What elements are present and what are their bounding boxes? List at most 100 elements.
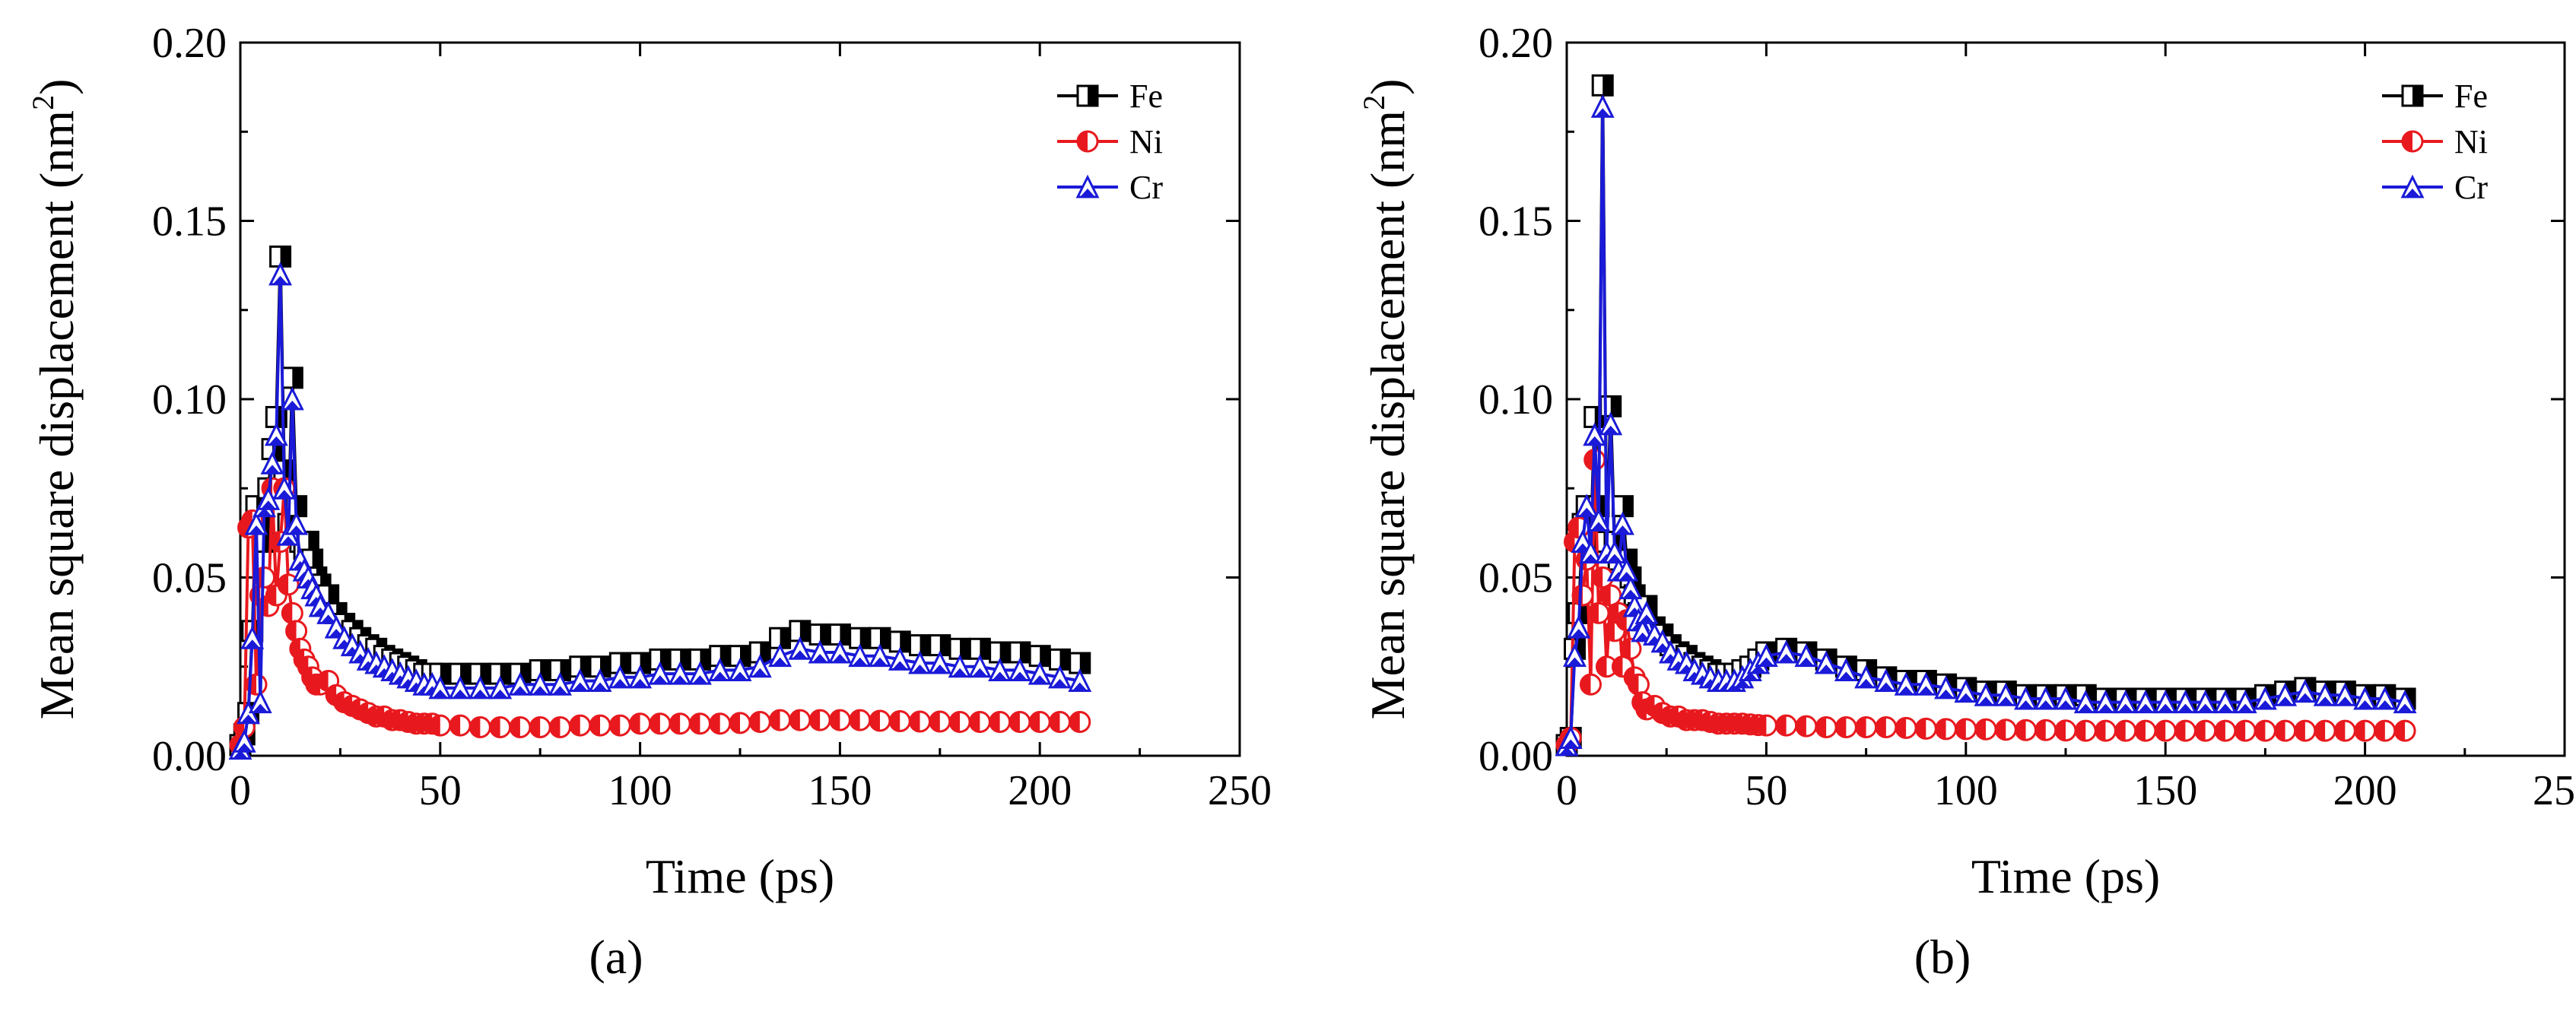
data-point-ni <box>688 712 711 735</box>
data-point-cr <box>808 639 832 664</box>
data-point-ni <box>2294 719 2317 742</box>
data-point-cr <box>272 475 297 500</box>
data-point-cr <box>988 658 1012 681</box>
data-point-cr <box>768 643 792 668</box>
data-point-cr <box>848 643 872 668</box>
x-tick-label: 100 <box>608 767 672 814</box>
data-point-ni <box>968 710 991 733</box>
data-point-cr <box>1028 661 1052 685</box>
data-point-cr <box>1558 725 1583 750</box>
data-point-cr <box>2353 686 2377 710</box>
data-point-ni <box>2015 719 2038 741</box>
x-axis-title: Time (ps) <box>646 849 834 903</box>
x-tick-label: 50 <box>1745 767 1787 814</box>
data-point-ni <box>548 715 571 738</box>
data-point-ni <box>1619 637 1642 660</box>
legend-marker-ni <box>2401 130 2424 153</box>
data-point-cr <box>2293 679 2317 703</box>
data-point-ni <box>789 709 812 731</box>
data-point-cr <box>528 671 552 696</box>
data-point-ni <box>2054 719 2077 742</box>
series-ni <box>229 477 1091 757</box>
data-point-cr <box>2393 690 2417 714</box>
data-point-cr <box>967 654 992 678</box>
data-point-cr <box>448 675 472 700</box>
panel-b: 0 50 100 150 200 250 0.00 0.05 0.10 0.15 0.20 Time … <box>1357 20 2576 903</box>
data-point-ni <box>2254 719 2276 742</box>
data-point-ni <box>2114 719 2137 742</box>
data-point-ni <box>1875 715 1898 738</box>
data-point-cr <box>428 675 453 700</box>
data-point-ni <box>1795 715 1818 738</box>
data-point-ni <box>1914 717 1937 740</box>
data-point-ni <box>1855 715 1878 738</box>
data-point-cr <box>2153 690 2177 714</box>
data-point-ni <box>808 709 831 731</box>
data-point-ni <box>449 714 472 737</box>
y-axis-title: Mean square displacement (nm2) <box>26 79 84 720</box>
data-point-fe <box>489 662 512 685</box>
data-point-cr <box>232 728 256 753</box>
y-tick-label: 0.05 <box>1479 555 1553 602</box>
data-point-fe <box>1611 495 1634 518</box>
data-point-cr <box>1579 540 1602 564</box>
data-point-cr <box>2193 690 2218 714</box>
data-point-ni <box>1775 714 1798 737</box>
data-point-cr <box>1993 682 2018 706</box>
data-point-cr <box>1754 643 1778 668</box>
data-point-cr <box>2233 690 2257 714</box>
data-point-cr <box>2174 690 2197 714</box>
series-ni <box>1555 449 2416 757</box>
data-point-ni <box>2094 719 2117 742</box>
data-point-ni <box>2393 719 2416 742</box>
data-point-cr <box>1834 658 1858 681</box>
data-point-cr <box>827 639 852 664</box>
legend-label-fe: Fe <box>1129 78 1163 115</box>
data-point-fe <box>1591 74 1614 97</box>
data-point-ni <box>469 715 491 738</box>
data-point-cr <box>908 650 932 674</box>
data-point-cr <box>688 661 712 685</box>
y-tick-label: 0.15 <box>1479 198 1553 246</box>
data-point-cr <box>316 601 341 624</box>
data-point-cr <box>1774 639 1799 664</box>
data-point-ni <box>909 710 932 733</box>
legend-marker-fe <box>2401 84 2424 107</box>
data-point-ni <box>948 710 971 733</box>
data-point-ni <box>2034 719 2057 741</box>
data-point-cr <box>1794 643 1818 668</box>
x-tick-label: 150 <box>2133 767 2197 814</box>
data-point-cr <box>2253 686 2277 710</box>
data-point-ni <box>828 709 851 731</box>
data-point-cr <box>1634 601 1659 624</box>
data-point-cr <box>1934 675 1958 700</box>
data-point-ni <box>888 710 911 733</box>
data-point-ni <box>2234 719 2257 742</box>
data-point-ni <box>1895 716 1917 739</box>
data-point-cr <box>1974 682 1998 706</box>
data-point-ni <box>1008 710 1031 733</box>
data-point-ni <box>1627 673 1650 696</box>
data-point-cr <box>708 658 732 681</box>
data-point-cr <box>1008 658 1032 681</box>
legend-label-cr: Cr <box>1129 169 1163 206</box>
data-point-cr <box>1914 671 1938 696</box>
data-point-cr <box>1563 643 1587 668</box>
x-tick-label: 100 <box>1934 767 1998 814</box>
data-point-cr <box>2114 690 2138 714</box>
data-point-cr <box>1590 94 1615 118</box>
data-point-ni <box>2074 719 2097 742</box>
data-point-ni <box>1028 710 1051 733</box>
y-tick-label: 0.10 <box>1479 376 1553 424</box>
panel-a: 0 50 100 150 200 250 0.00 0.05 0.10 0.15 0.20 Time … <box>26 20 1272 903</box>
data-point-cr <box>240 625 265 649</box>
y-tick-label: 0.00 <box>1479 733 1553 780</box>
data-point-ni <box>849 709 872 731</box>
legend: Fe Ni Cr <box>1057 78 1163 206</box>
data-point-cr <box>728 658 752 681</box>
data-point-ni <box>769 709 792 731</box>
x-tick-label: 50 <box>419 767 462 814</box>
data-point-ni <box>1834 715 1857 738</box>
data-point-cr <box>1587 508 1611 531</box>
data-point-ni <box>1587 601 1610 624</box>
